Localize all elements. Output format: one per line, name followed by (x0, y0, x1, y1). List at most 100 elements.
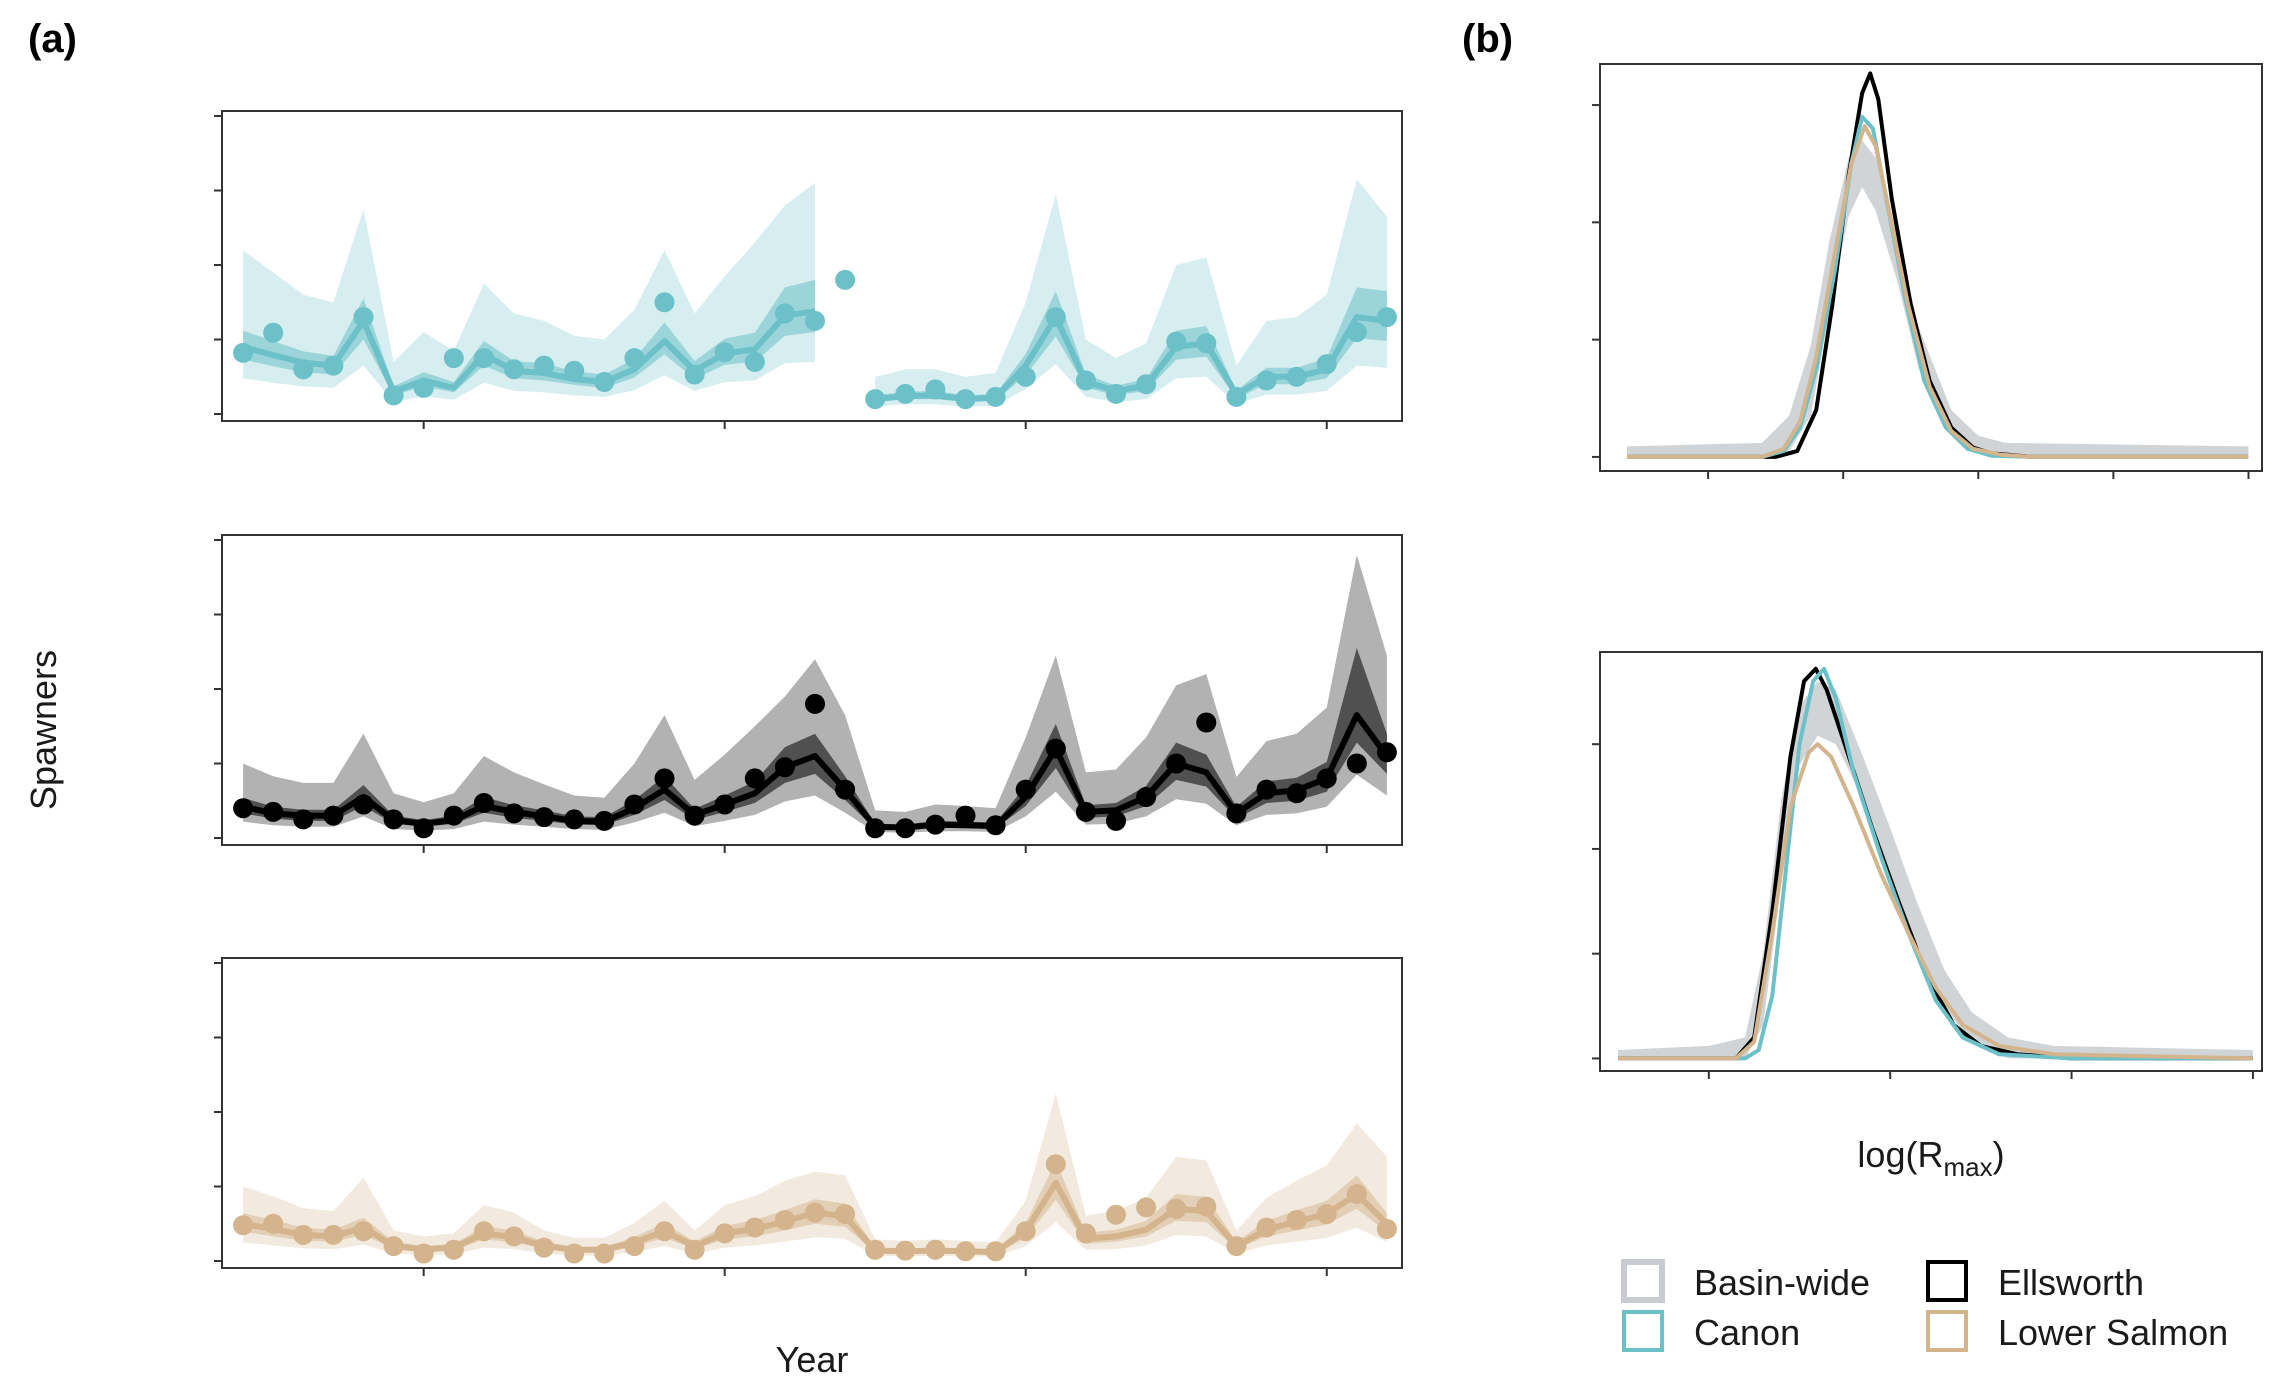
canon-observed-point (293, 359, 314, 380)
log-rmax-canon-density-line (1618, 666, 2253, 1061)
lower-salmon-observed-point (895, 1240, 916, 1261)
lower-salmon-observed-point (1256, 1217, 1277, 1238)
canon-observed-point (744, 351, 765, 372)
panel-a-tag: (a) (28, 17, 77, 61)
ellsworth-observed-point (1015, 779, 1036, 800)
ellsworth-observed-point (925, 814, 946, 835)
canon-observed-point (323, 355, 344, 376)
lower-salmon-observed-point (233, 1215, 254, 1236)
canon-observed-point (925, 379, 946, 400)
log-alpha-lower-salmon-density-line (1627, 124, 2249, 459)
canon-observed-point (955, 389, 976, 410)
canon-observed-point (1286, 366, 1307, 387)
canon-observed-point (594, 372, 615, 392)
canon-observed-point (263, 322, 284, 343)
lower-salmon-observed-point (1226, 1236, 1247, 1257)
ellsworth-observed-point (534, 807, 555, 828)
lower-salmon-observed-point (1346, 1184, 1367, 1204)
lower-salmon-observed-point (1136, 1197, 1157, 1218)
legend-label-ellsworth: Ellsworth (1998, 1262, 2144, 1303)
lower-salmon-observed-point (413, 1243, 434, 1264)
lower-salmon-observed-point (1045, 1154, 1066, 1175)
lower-salmon-timeseries-panel (214, 957, 1403, 1276)
ellsworth-observed-point (504, 803, 524, 824)
canon-observed-point (654, 292, 675, 313)
ellsworth-observed-point (1136, 787, 1157, 807)
canon-observed-point (985, 386, 1006, 407)
lower-salmon-observed-point (774, 1210, 795, 1230)
canon-observed-point (534, 355, 555, 376)
lower-salmon-observed-point (353, 1221, 374, 1242)
lower-salmon-observed-point (1166, 1198, 1187, 1219)
canon-timeseries-panel (214, 110, 1403, 429)
canon-observed-point (835, 269, 856, 290)
x-axis-title-part: ) (1993, 1134, 2005, 1175)
ellsworth-observed-point (443, 805, 464, 826)
ellsworth-observed-point (744, 768, 765, 789)
log-alpha-panel-frame (1599, 63, 2263, 472)
canon-observed-point (1045, 307, 1066, 328)
lower-salmon-observed-point (594, 1243, 615, 1264)
lower-salmon-ci95-band (243, 1093, 1387, 1257)
lower-salmon-observed-point (473, 1221, 494, 1242)
lower-salmon-observed-point (955, 1241, 976, 1262)
canon-observed-point (1196, 333, 1217, 354)
canon-observed-point (413, 377, 434, 398)
ellsworth-ci95-band (243, 554, 1387, 833)
ellsworth-observed-point (835, 779, 856, 800)
canon-observed-point (504, 359, 524, 380)
ellsworth-observed-point (1196, 712, 1217, 733)
canon-observed-point (564, 360, 585, 381)
log-alpha-density-panel (1592, 63, 2263, 479)
legend-label-canon: Canon (1694, 1312, 1800, 1353)
legend-key-canon (1622, 1310, 1664, 1352)
log-rmax-panel-frame (1599, 651, 2263, 1072)
x-axis-title-subscript: max (1943, 1152, 1992, 1182)
lower-salmon-observed-point (1015, 1221, 1036, 1242)
ellsworth-timeseries-panel (214, 534, 1403, 853)
log-rmax-lower-salmon-density-line (1618, 742, 2253, 1061)
lower-salmon-observed-point (1376, 1219, 1397, 1239)
canon-observed-point (473, 348, 494, 369)
legend-label-basin-wide: Basin-wide (1694, 1262, 1870, 1303)
ellsworth-observed-point (654, 768, 675, 789)
legend-key-ellsworth (1926, 1260, 1968, 1302)
ellsworth-observed-point (233, 798, 254, 819)
ellsworth-observed-point (1346, 753, 1367, 774)
lower-salmon-observed-point (383, 1236, 404, 1257)
legend-key-lower-salmon (1926, 1310, 1968, 1352)
canon-observed-point (1136, 374, 1157, 395)
canon-observed-point (1166, 331, 1187, 352)
canon-observed-point (1376, 307, 1397, 328)
y-axis-title-spawners: Spawners (23, 650, 64, 810)
lower-salmon-observed-point (684, 1239, 705, 1260)
ellsworth-observed-point (564, 809, 585, 830)
canon-observed-point (865, 389, 886, 410)
lower-salmon-observed-point (323, 1224, 344, 1245)
ellsworth-observed-point (985, 815, 1006, 836)
lower-salmon-observed-point (654, 1221, 675, 1242)
canon-observed-point (714, 342, 735, 363)
ellsworth-observed-point (1226, 803, 1247, 824)
canon-observed-point (1106, 383, 1126, 404)
ellsworth-observed-point (624, 794, 645, 815)
ellsworth-ci50-band (243, 648, 1387, 830)
ellsworth-observed-point (1316, 768, 1337, 789)
canon-observed-point (1256, 370, 1277, 391)
lower-salmon-observed-point (1075, 1223, 1096, 1244)
x-axis-title-year: Year (776, 1339, 849, 1380)
lower-salmon-observed-point (805, 1202, 825, 1223)
lower-salmon-observed-point (1316, 1204, 1337, 1225)
ellsworth-observed-point (473, 793, 494, 813)
canon-observed-point (684, 364, 705, 385)
lower-salmon-observed-point (443, 1239, 464, 1260)
ellsworth-observed-point (1256, 779, 1277, 800)
lower-salmon-observed-point (865, 1239, 886, 1260)
canon-observed-point (1346, 322, 1367, 343)
lower-salmon-observed-point (985, 1241, 1006, 1262)
canon-observed-point (774, 303, 795, 324)
ellsworth-observed-point (805, 693, 825, 714)
lower-salmon-observed-point (534, 1237, 555, 1258)
ellsworth-observed-point (955, 805, 976, 826)
ellsworth-observed-point (594, 810, 615, 831)
